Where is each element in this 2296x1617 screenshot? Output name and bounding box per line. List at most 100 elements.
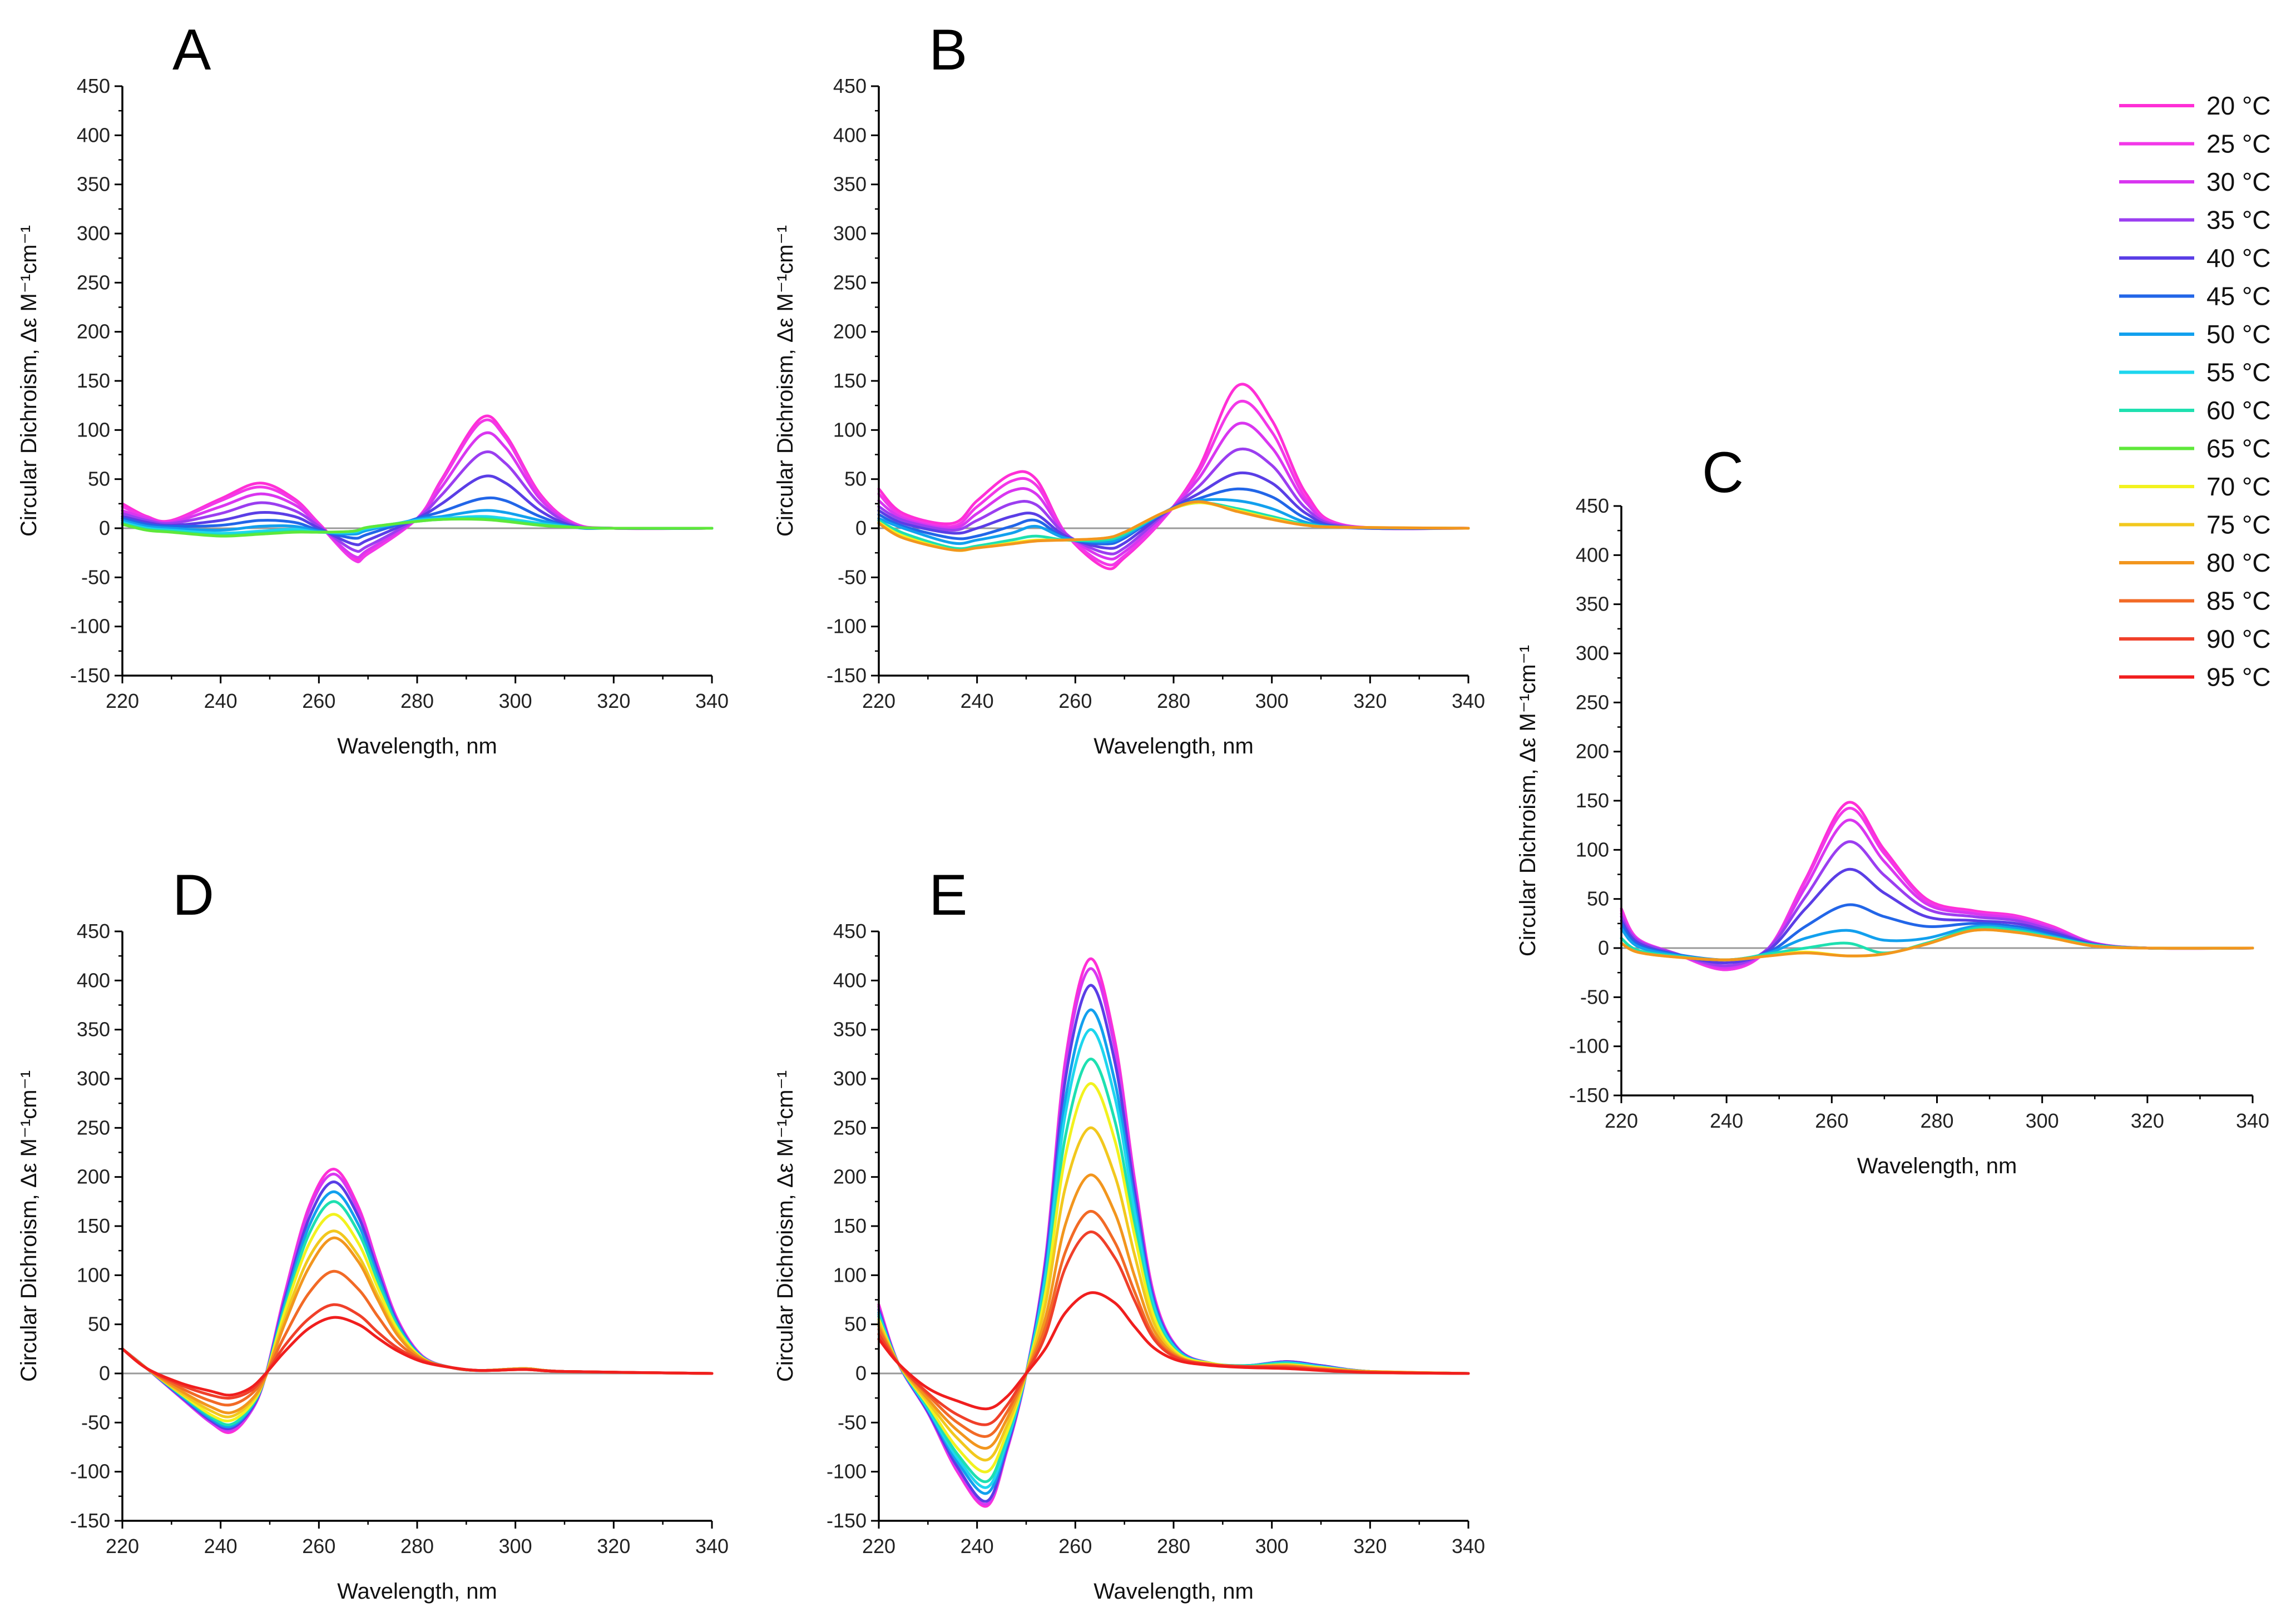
legend-label: 40 °C bbox=[2206, 244, 2271, 272]
x-tick-label: 220 bbox=[862, 1535, 895, 1558]
legend-label: 90 °C bbox=[2206, 624, 2271, 653]
x-tick-label: 300 bbox=[1255, 1535, 1289, 1558]
y-tick-label: -50 bbox=[838, 1411, 867, 1434]
legend-item: 35 °C bbox=[2119, 206, 2271, 235]
y-tick-label: -150 bbox=[1569, 1084, 1609, 1107]
y-tick-label: 200 bbox=[833, 320, 867, 343]
y-tick-label: 300 bbox=[1576, 642, 1609, 664]
y-tick-label: 400 bbox=[77, 123, 110, 146]
legend-label: 30 °C bbox=[2206, 167, 2271, 196]
legend-item: 90 °C bbox=[2119, 624, 2271, 653]
panel-letter: A bbox=[172, 18, 211, 82]
y-tick-label: 150 bbox=[833, 369, 867, 392]
x-tick-label: 300 bbox=[1255, 690, 1289, 712]
x-axis-title: Wavelength, nm bbox=[1093, 734, 1254, 758]
x-tick-label: 320 bbox=[2131, 1109, 2164, 1132]
legend-label: 75 °C bbox=[2206, 510, 2271, 539]
panel-letter: B bbox=[929, 18, 967, 82]
y-tick-label: 100 bbox=[833, 418, 867, 441]
legend-label: 80 °C bbox=[2206, 548, 2271, 577]
y-axis-title: Circular Dichroism, Δε M⁻¹cm⁻¹ bbox=[17, 1070, 41, 1382]
y-tick-label: 350 bbox=[77, 1018, 110, 1041]
series-line bbox=[877, 498, 1470, 545]
y-tick-label: 200 bbox=[1576, 740, 1609, 763]
legend-item: 40 °C bbox=[2119, 244, 2271, 272]
y-axis-title: Circular Dichroism, Δε M⁻¹cm⁻¹ bbox=[773, 225, 798, 537]
y-tick-label: 0 bbox=[855, 517, 867, 539]
legend-item: 75 °C bbox=[2119, 510, 2271, 539]
y-tick-label: 200 bbox=[77, 320, 110, 343]
series-line bbox=[877, 957, 1470, 1508]
y-tick-label: 50 bbox=[88, 1313, 110, 1336]
y-tick-label: -150 bbox=[827, 1509, 867, 1532]
y-tick-label: 0 bbox=[1598, 936, 1609, 959]
x-tick-label: 220 bbox=[106, 690, 139, 712]
y-tick-label: 150 bbox=[77, 1214, 110, 1237]
y-tick-label: -50 bbox=[838, 566, 867, 588]
legend-label: 95 °C bbox=[2206, 663, 2271, 692]
series-line bbox=[121, 474, 714, 547]
legend-item: 50 °C bbox=[2119, 320, 2271, 349]
panel-letter: E bbox=[929, 863, 967, 927]
x-tick-label: 340 bbox=[695, 690, 729, 712]
y-tick-label: -100 bbox=[827, 615, 867, 638]
series-line bbox=[121, 1316, 714, 1397]
legend-item: 95 °C bbox=[2119, 663, 2271, 692]
y-tick-label: 450 bbox=[833, 920, 867, 943]
series-line bbox=[877, 967, 1470, 1506]
x-axis-title: Wavelength, nm bbox=[1857, 1154, 2017, 1178]
y-tick-label: 100 bbox=[1576, 838, 1609, 861]
series-line bbox=[121, 1269, 714, 1407]
y-tick-label: -150 bbox=[70, 1509, 110, 1532]
x-tick-label: 240 bbox=[1710, 1109, 1743, 1132]
x-tick-label: 320 bbox=[1353, 1535, 1387, 1558]
series-line bbox=[877, 1082, 1470, 1474]
y-tick-label: 450 bbox=[1576, 494, 1609, 517]
y-tick-label: 400 bbox=[1576, 543, 1609, 566]
y-tick-label: 350 bbox=[77, 173, 110, 196]
y-tick-label: 300 bbox=[833, 1067, 867, 1090]
y-tick-label: -100 bbox=[827, 1460, 867, 1483]
series-line bbox=[121, 418, 714, 563]
panel-a: A -150 -100 -50 0 50 100 150 200 250 300 350 400 450 2… bbox=[17, 18, 729, 758]
x-tick-label: 240 bbox=[961, 690, 994, 712]
y-tick-label: 450 bbox=[833, 75, 867, 97]
series-line bbox=[121, 1236, 714, 1415]
series-line bbox=[877, 500, 1470, 552]
y-tick-label: 100 bbox=[77, 418, 110, 441]
panel-d: D -150 -100 -50 0 50 100 150 200 250 300 350 400 450 2… bbox=[17, 863, 729, 1604]
y-tick-label: 250 bbox=[833, 1116, 867, 1139]
legend-label: 55 °C bbox=[2206, 358, 2271, 387]
series-line bbox=[1620, 819, 2254, 969]
y-tick-label: 0 bbox=[99, 1362, 110, 1385]
x-axis-title: Wavelength, nm bbox=[337, 734, 497, 758]
y-tick-label: 450 bbox=[77, 75, 110, 97]
x-tick-label: 260 bbox=[302, 1535, 335, 1558]
x-tick-label: 340 bbox=[2236, 1109, 2269, 1132]
y-tick-label: 150 bbox=[77, 369, 110, 392]
y-tick-label: -50 bbox=[81, 1411, 110, 1434]
x-tick-label: 240 bbox=[204, 1535, 237, 1558]
series-line bbox=[877, 447, 1470, 555]
x-tick-label: 240 bbox=[204, 690, 237, 712]
legend-item: 20 °C bbox=[2119, 91, 2271, 120]
y-tick-label: -50 bbox=[1580, 985, 1609, 1008]
y-tick-label: 150 bbox=[1576, 789, 1609, 812]
y-tick-label: 250 bbox=[77, 271, 110, 294]
series-line bbox=[877, 1173, 1470, 1450]
y-axis-title: Circular Dichroism, Δε M⁻¹cm⁻¹ bbox=[773, 1070, 798, 1382]
legend-item: 55 °C bbox=[2119, 358, 2271, 387]
legend-label: 35 °C bbox=[2206, 206, 2271, 235]
y-tick-label: 300 bbox=[77, 1067, 110, 1090]
x-axis-title: Wavelength, nm bbox=[1093, 1579, 1254, 1604]
series-line bbox=[121, 431, 714, 559]
series-line bbox=[1620, 924, 2254, 961]
y-tick-label: 400 bbox=[833, 123, 867, 146]
legend-label: 25 °C bbox=[2206, 130, 2271, 158]
series-line bbox=[121, 414, 714, 562]
legend-label: 45 °C bbox=[2206, 282, 2271, 311]
x-tick-label: 300 bbox=[2026, 1109, 2059, 1132]
legend-label: 20 °C bbox=[2206, 91, 2271, 120]
legend-label: 60 °C bbox=[2206, 396, 2271, 425]
series-line bbox=[121, 1229, 714, 1418]
